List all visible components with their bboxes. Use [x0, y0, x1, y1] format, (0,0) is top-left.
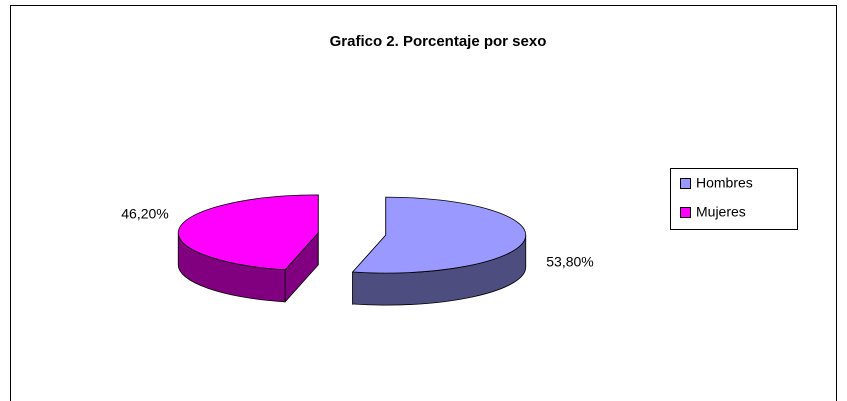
slice [351, 196, 527, 274]
data-label: 46,20% [121, 206, 168, 222]
legend-label: Hombres [696, 175, 753, 191]
legend-swatch [680, 178, 691, 189]
data-label: 53,80% [546, 254, 593, 270]
legend-box [670, 168, 798, 230]
legend-label: Mujeres [696, 204, 746, 220]
legend-swatch [680, 207, 691, 218]
chart-border [10, 5, 837, 401]
chart-title: Grafico 2. Porcentaje por sexo [330, 33, 547, 50]
slice [177, 194, 319, 271]
